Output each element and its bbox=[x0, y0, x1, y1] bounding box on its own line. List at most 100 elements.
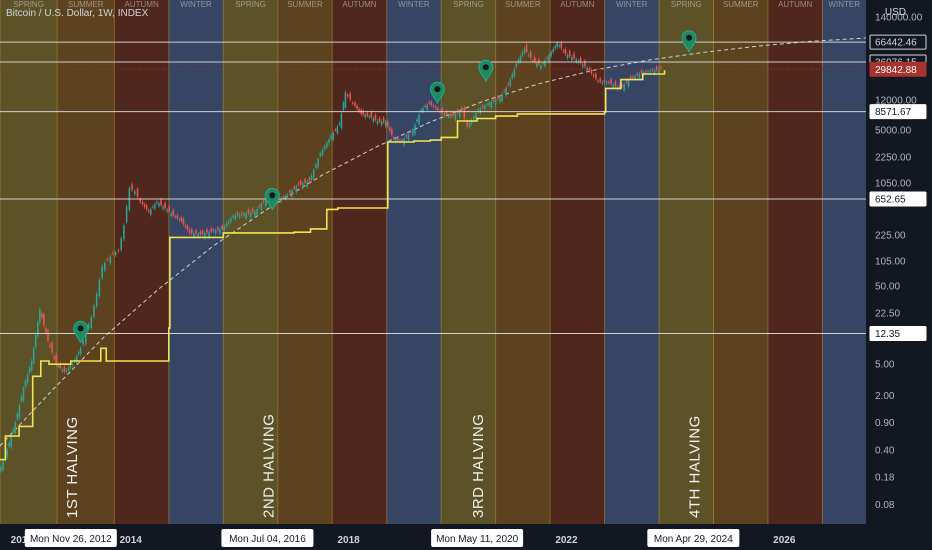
power-law-curve bbox=[0, 37, 867, 447]
candle-body bbox=[245, 213, 247, 219]
candle-body bbox=[332, 132, 335, 140]
time-axis: 2012 2014 2018 2022 2026 Mon Nov 26, 2012 Mon … bbox=[0, 524, 932, 550]
candle-body bbox=[286, 194, 289, 196]
candle-body bbox=[515, 63, 518, 67]
candle-body bbox=[657, 69, 660, 73]
map-pin-icon bbox=[73, 320, 89, 344]
candle-body bbox=[601, 81, 604, 84]
candle-body bbox=[288, 190, 291, 193]
candle-body bbox=[434, 106, 437, 109]
map-pin-icon bbox=[264, 187, 280, 211]
candle-body bbox=[597, 81, 599, 82]
step-line bbox=[0, 70, 666, 461]
candle-body bbox=[210, 228, 213, 232]
candle-body bbox=[356, 105, 358, 109]
price-tick-label: 2250.00 bbox=[875, 152, 912, 163]
date-marker-tag bbox=[24, 529, 117, 547]
candle-body bbox=[43, 314, 45, 326]
candle-body bbox=[79, 348, 82, 355]
candle-body bbox=[321, 149, 324, 156]
candle-body bbox=[93, 305, 95, 317]
candle-body bbox=[651, 69, 654, 71]
candle-body bbox=[560, 42, 563, 49]
halving-label: 4TH HALVING bbox=[686, 415, 703, 518]
candle-body bbox=[282, 196, 285, 198]
candle-body bbox=[447, 115, 450, 118]
season-label: SPRING bbox=[235, 0, 266, 9]
time-tick-label: 2026 bbox=[773, 535, 796, 546]
candle-body bbox=[176, 215, 179, 219]
candle-body bbox=[238, 214, 241, 218]
candle-body bbox=[258, 206, 261, 207]
candle-body bbox=[351, 102, 354, 104]
candle-body bbox=[227, 220, 230, 224]
candle-body bbox=[479, 108, 482, 113]
candle-body bbox=[150, 209, 152, 215]
price-tick-label: 5000.00 bbox=[875, 125, 912, 136]
candle-body bbox=[101, 266, 103, 279]
candle-body bbox=[114, 252, 117, 256]
season-label: SPRING bbox=[453, 0, 484, 9]
candle-body bbox=[590, 69, 593, 74]
candle-body bbox=[393, 137, 395, 140]
candle-body bbox=[293, 187, 295, 189]
candle-body bbox=[164, 203, 166, 208]
season-band bbox=[822, 0, 866, 524]
candle-body bbox=[499, 97, 501, 102]
candle-body bbox=[470, 119, 473, 124]
candle-body bbox=[521, 52, 524, 56]
candle-body bbox=[217, 227, 219, 230]
candle-body bbox=[571, 57, 573, 61]
season-band bbox=[223, 0, 278, 524]
season-band bbox=[659, 0, 714, 524]
candle-body bbox=[199, 231, 202, 235]
date-marker-tag bbox=[221, 529, 314, 547]
pin-hole bbox=[686, 34, 692, 41]
candle-body bbox=[416, 119, 418, 122]
date-marker-label: Mon Apr 29, 2024 bbox=[654, 534, 733, 545]
price-tick-label: 0.08 bbox=[875, 500, 895, 511]
candle-body bbox=[141, 202, 144, 205]
pin-hole bbox=[77, 325, 84, 332]
candle-body bbox=[264, 199, 267, 206]
candle-body bbox=[540, 65, 542, 69]
candle-body bbox=[241, 212, 243, 215]
candle-body bbox=[36, 322, 39, 336]
candle-body bbox=[120, 238, 122, 250]
candle-body bbox=[225, 223, 228, 226]
candle-body bbox=[659, 67, 662, 70]
candle-body bbox=[49, 344, 51, 347]
candle-body bbox=[636, 73, 639, 75]
candle-body bbox=[344, 92, 347, 108]
candle-body bbox=[186, 226, 189, 230]
date-marker-tag bbox=[647, 529, 740, 547]
season-band bbox=[604, 0, 660, 524]
price-level-value: 29842.88 bbox=[875, 65, 917, 76]
candle-body bbox=[22, 387, 25, 401]
season-label: SUMMER bbox=[68, 0, 104, 9]
candle-body bbox=[588, 68, 591, 71]
candle-body bbox=[63, 366, 66, 372]
candle-body bbox=[134, 191, 136, 194]
candle-body bbox=[358, 109, 360, 112]
candle-body bbox=[251, 208, 254, 213]
candle-body bbox=[295, 186, 298, 193]
candle-body bbox=[354, 102, 356, 106]
candle-body bbox=[174, 216, 177, 218]
candle-body bbox=[566, 54, 569, 59]
candle-body bbox=[184, 225, 187, 227]
candle-body bbox=[391, 128, 393, 135]
price-tick-label: 1050.00 bbox=[875, 178, 912, 189]
candle-body bbox=[401, 139, 403, 142]
candle-body bbox=[468, 123, 471, 127]
season-label: SPRING bbox=[13, 0, 44, 9]
candle-body bbox=[586, 67, 588, 71]
candle-body bbox=[145, 205, 148, 210]
candle-body bbox=[501, 94, 503, 102]
candle-body bbox=[30, 360, 33, 371]
candle-body bbox=[621, 84, 623, 87]
candle-body bbox=[340, 113, 343, 128]
candle-body bbox=[466, 121, 468, 127]
candle-body bbox=[475, 113, 477, 119]
